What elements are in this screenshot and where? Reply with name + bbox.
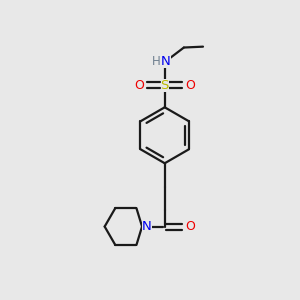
Text: N: N: [142, 220, 152, 233]
Text: O: O: [185, 79, 195, 92]
Text: S: S: [160, 79, 169, 92]
Text: O: O: [134, 79, 144, 92]
Text: H: H: [152, 55, 160, 68]
Text: N: N: [161, 55, 171, 68]
Text: O: O: [185, 220, 195, 233]
